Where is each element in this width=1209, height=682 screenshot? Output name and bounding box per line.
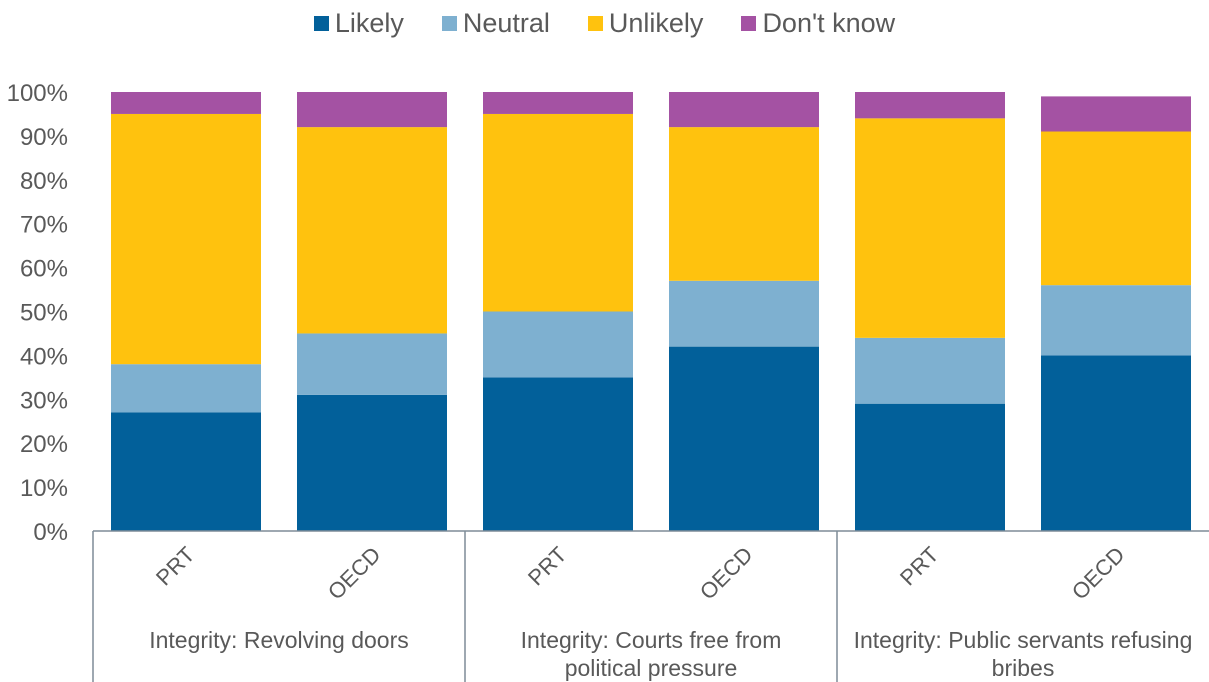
bar-segment-likely [111,412,261,531]
legend-item-dont-know: Don't know [741,8,895,39]
bar-segment-unlikely [483,113,633,312]
legend-label-unlikely: Unlikely [608,8,704,38]
bar-segment-don-t-know [297,92,447,128]
legend-label-likely: Likely [334,8,404,38]
x-tick-label: PRT [151,542,200,591]
legend: Likely Neutral Unlikely Don't know [0,8,1209,39]
group-label: Integrity: Courts free from political pre… [521,627,782,681]
legend-item-neutral: Neutral [441,8,550,39]
y-tick-label: 90% [20,124,68,151]
y-tick-label: 0% [33,519,68,546]
x-tick-label: PRT [523,542,572,591]
bar-segment-don-t-know [1041,96,1191,132]
y-tick-label: 50% [20,300,68,327]
bar-segment-neutral [483,311,633,378]
group-label: Integrity: Public servants refusing bribe… [854,627,1193,681]
y-tick-label: 20% [20,431,68,458]
bar-segment-likely [297,394,447,531]
x-tick-label: OECD [1067,542,1130,605]
x-tick-label: PRT [895,542,944,591]
bar-segment-neutral [1041,285,1191,356]
bar-segment-neutral [297,333,447,395]
bar-segment-unlikely [1041,131,1191,286]
bar-segment-unlikely [669,127,819,281]
y-tick-label: 80% [20,168,68,195]
legend-swatch-dont-know [741,16,757,31]
y-tick-label: 70% [20,212,68,239]
legend-label-neutral: Neutral [462,8,550,38]
x-tick-label: OECD [695,542,758,605]
y-tick-label: 100% [7,80,68,107]
legend-swatch-neutral [441,16,457,31]
legend-swatch-likely [313,16,329,31]
bar-segment-neutral [669,280,819,347]
bar-segment-don-t-know [855,92,1005,119]
y-tick-label: 40% [20,343,68,370]
group-label: Integrity: Revolving doors [149,627,409,653]
legend-item-likely: Likely [313,8,404,39]
bar-segment-likely [1041,355,1191,531]
bar-segment-don-t-know [483,92,633,114]
legend-swatch-unlikely [587,16,603,31]
y-tick-label: 10% [20,475,68,502]
legend-label-dont-know: Don't know [762,8,896,38]
bar-segment-don-t-know [111,92,261,114]
bar-segment-unlikely [297,127,447,334]
bar-segment-likely [855,403,1005,531]
bar-segment-neutral [111,364,261,413]
y-tick-label: 60% [20,256,68,283]
bar-segment-neutral [855,337,1005,404]
x-tick-label: OECD [323,542,386,605]
y-tick-label: 30% [20,387,68,414]
legend-item-unlikely: Unlikely [587,8,704,39]
bar-segment-likely [483,377,633,531]
bar-segment-don-t-know [669,92,819,128]
bar-segment-likely [669,346,819,531]
bar-segment-unlikely [111,113,261,365]
bar-segment-unlikely [855,118,1005,338]
